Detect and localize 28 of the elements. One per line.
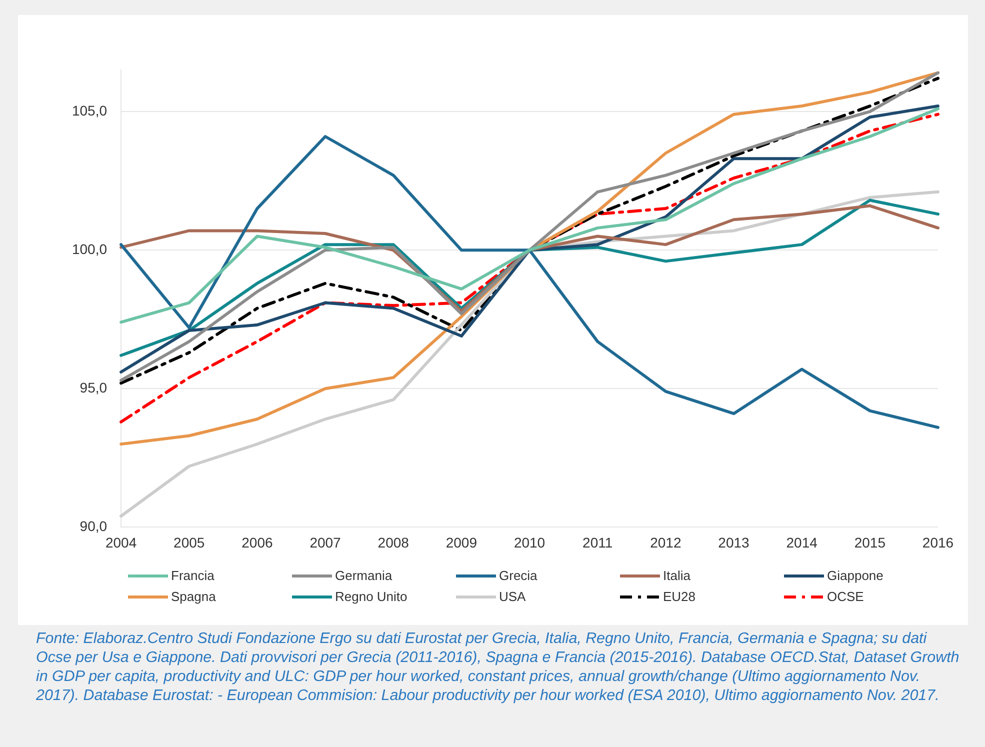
y-tick-label: 100,0 xyxy=(72,240,108,257)
x-tick-label: 2015 xyxy=(854,534,886,550)
y-tick-label: 90,0 xyxy=(80,518,108,534)
x-tick-label: 2008 xyxy=(378,534,410,550)
legend-label: USA xyxy=(499,589,526,604)
x-tick-label: 2014 xyxy=(786,534,818,550)
legend-label: Germania xyxy=(335,568,392,583)
x-tick-label: 2013 xyxy=(718,534,750,550)
legend-label: Francia xyxy=(171,568,214,583)
x-tick-label: 2016 xyxy=(922,534,954,550)
y-tick-label: 95,0 xyxy=(80,380,108,396)
legend-label: Giappone xyxy=(827,568,884,583)
x-tick-label: 2004 xyxy=(105,534,137,550)
legend-label: OCSE xyxy=(827,589,864,604)
x-tick-label: 2011 xyxy=(582,534,613,550)
y-tick-label: 105,0 xyxy=(72,102,108,118)
legend-label: Regno Unito xyxy=(335,589,408,604)
x-tick-label: 2005 xyxy=(174,534,205,550)
source-note: Fonte: Elaboraz.Centro Studi Fondazione Ergo su dati Eurostat per Grecia, Italia, Regno Unito, Francia, Germania e Spagna; su dati Ocse per Usa e Giappone. Dati provvisori per Grecia (2011-2016), Spagna e Francia (2015-2016). Database OECD.Stat, Dataset Growth in GDP per capita, productivity and ULC: GDP per hour worked, constant prices, annual growth/change (Ultimo aggiornamento Nov. 2017). Database Eurostat: - European Commision: Labour productivity per hour worked (ESA 2010), Ultimo aggiornamento Nov. 2017. xyxy=(36,629,960,705)
x-tick-label: 2009 xyxy=(446,534,478,550)
x-tick-label: 2010 xyxy=(514,534,546,550)
legend-label: Grecia xyxy=(499,568,538,583)
x-tick-label: 2012 xyxy=(650,534,682,550)
legend-label: EU28 xyxy=(663,589,696,604)
x-tick-label: 2007 xyxy=(310,534,342,550)
legend-label: Spagna xyxy=(171,589,216,604)
x-tick-label: 2006 xyxy=(242,534,273,550)
legend-label: Italia xyxy=(663,568,690,583)
